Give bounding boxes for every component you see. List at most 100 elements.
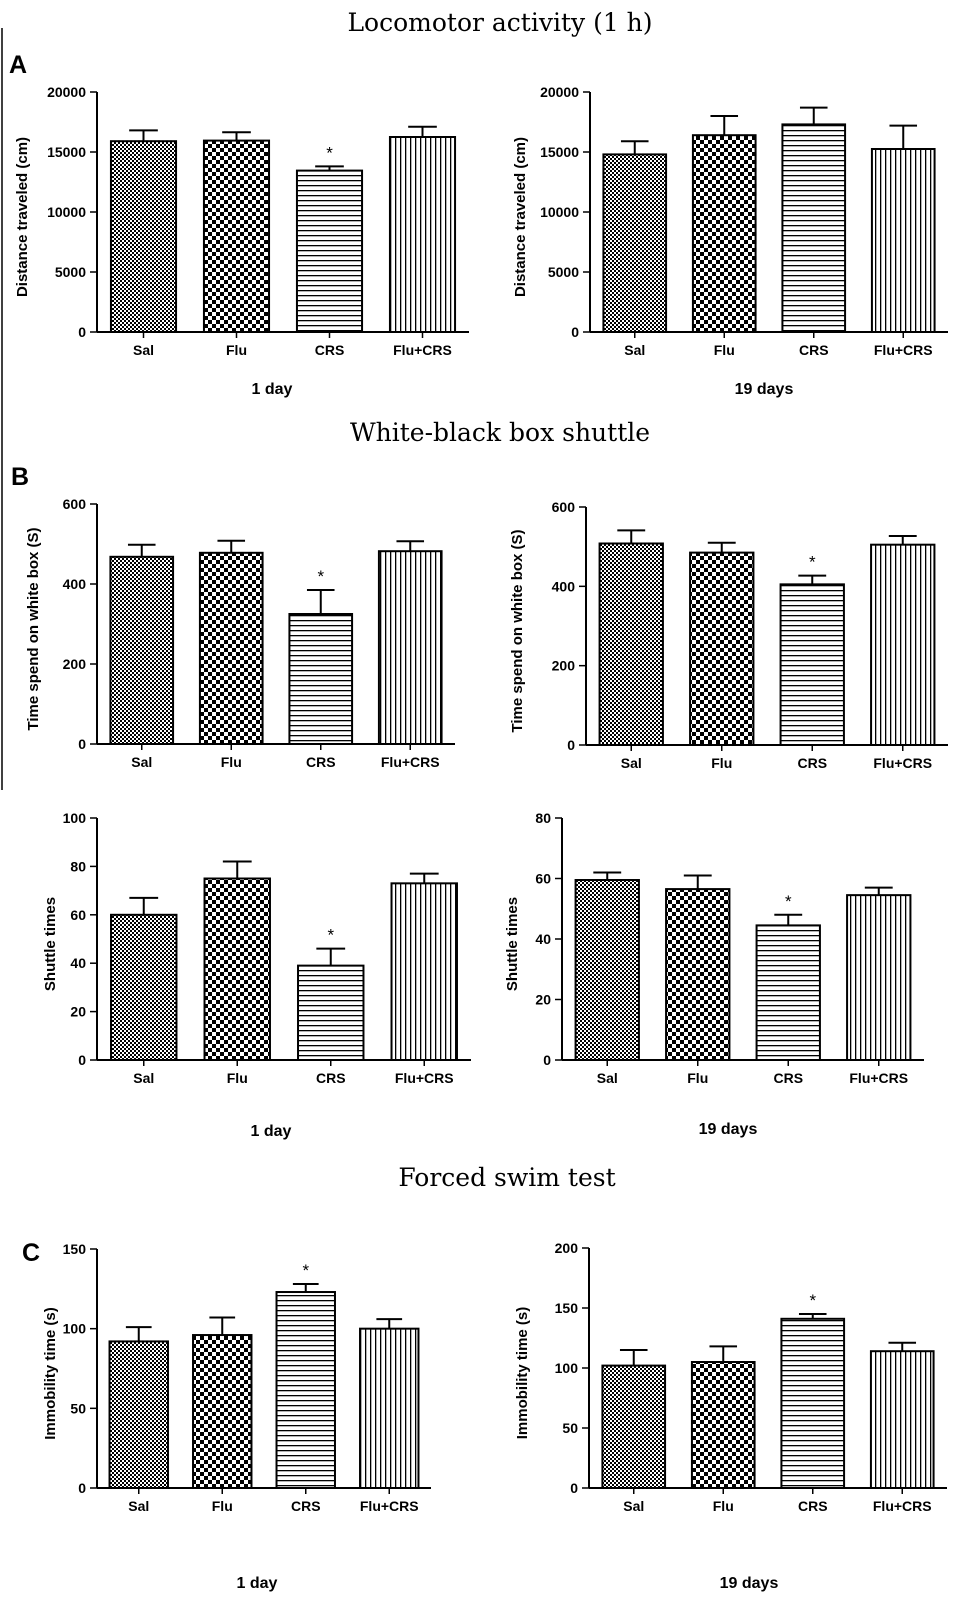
xcaption-loco-19days: 19 days: [735, 381, 794, 398]
chart-panels: Sal Flu*CRS Flu+CRS05000100001500020000Dis…: [14, 84, 948, 1514]
bar-flu: [202, 139, 271, 333]
bar-flu: [691, 134, 757, 333]
y-tick-label: 20: [70, 1004, 86, 1020]
section-title-locomotor: Locomotor activity (1 h): [347, 8, 652, 37]
bar-sal: [109, 140, 178, 333]
bar-flu: [192, 1334, 253, 1490]
bar-flu: [689, 551, 755, 746]
x-tick-label: CRS: [799, 342, 829, 358]
chart-loco_1d: Sal Flu * CRS Flu+CRS 0 5000 10000 15000 20000 Dis…: [14, 84, 469, 358]
x-tick-label: Flu+CRS: [393, 342, 452, 358]
bar-flu-crs: [388, 136, 457, 333]
y-tick-label: 0: [78, 1480, 86, 1496]
chart-shuttle_1d: Sal Flu * CRS Flu+CRS 0 20 40 60 80 100 Shuttle tim…: [42, 810, 471, 1086]
y-tick-label: 0: [78, 736, 86, 752]
y-axis-label: Shuttle times: [42, 897, 59, 991]
bar-crs: [781, 123, 847, 334]
y-tick-label: 200: [555, 1240, 579, 1256]
x-tick-label: Flu: [711, 755, 732, 771]
x-tick-label: Flu+CRS: [849, 1070, 908, 1086]
significance-marker: *: [326, 143, 333, 162]
y-tick-label: 60: [535, 871, 551, 887]
y-tick-label: 150: [63, 1241, 87, 1257]
x-tick-label: Flu: [212, 1498, 233, 1514]
x-tick-label: Flu: [687, 1070, 708, 1086]
y-axis-label: Immobility time (s): [42, 1307, 59, 1440]
y-tick-label: 10000: [540, 204, 579, 220]
panel-letter-c: C: [22, 1239, 40, 1267]
x-tick-label: Flu+CRS: [873, 755, 932, 771]
bar-flu: [198, 551, 264, 745]
y-tick-label: 10000: [47, 204, 86, 220]
xcaption-swim-19days: 19 days: [720, 1575, 779, 1592]
y-tick-label: 100: [555, 1360, 579, 1376]
y-tick-label: 50: [562, 1420, 578, 1436]
y-tick-label: 40: [535, 931, 551, 947]
bar-flu-crs: [870, 148, 936, 333]
x-tick-label: Flu: [221, 754, 242, 770]
y-tick-label: 20: [535, 992, 551, 1008]
x-tick-label: Sal: [128, 1498, 149, 1514]
chart-shuttle_19d: Sal Flu * CRS Flu+CRS 0 20 40 60 80 Shuttle times: [504, 810, 924, 1086]
y-axis-label: Immobility time (s): [514, 1307, 531, 1440]
x-tick-label: CRS: [797, 755, 827, 771]
x-tick-label: CRS: [316, 1070, 346, 1086]
chart-white_1d: Sal Flu * CRS Flu+CRS 0 200 400 600 Time spend on…: [25, 496, 455, 770]
bar-crs: [779, 583, 845, 746]
y-tick-label: 150: [555, 1300, 579, 1316]
significance-marker: *: [809, 1291, 816, 1310]
bar-flu-crs: [377, 550, 443, 746]
y-tick-label: 40: [70, 955, 86, 971]
y-tick-label: 400: [63, 576, 87, 592]
significance-marker: *: [327, 926, 334, 945]
chart-loco_19d: Sal Flu CRS Flu+CRS 0 5000 10000 15000 20000 Dist…: [512, 84, 948, 358]
x-tick-label: Flu: [227, 1070, 248, 1086]
y-axis-label: Distance traveled (cm): [14, 137, 31, 297]
bar-sal: [598, 542, 664, 747]
y-tick-label: 200: [552, 658, 576, 674]
y-tick-label: 0: [567, 737, 575, 753]
xcaption-shuttle-1day: 1 day: [251, 1123, 292, 1140]
x-tick-label: CRS: [798, 1498, 828, 1514]
y-tick-label: 0: [570, 1480, 578, 1496]
xcaption-loco-1day: 1 day: [252, 381, 293, 398]
y-axis-label: Time spend on white box (S): [509, 529, 526, 732]
y-tick-label: 400: [552, 578, 576, 594]
section-title-shuttle: White-black box shuttle: [350, 418, 650, 447]
chart-white_19d: Sal Flu * CRS Flu+CRS 0 200 400 600 Time spend on…: [509, 499, 948, 771]
bar-sal: [110, 913, 178, 1061]
bar-crs: [295, 169, 364, 333]
y-tick-label: 20000: [47, 84, 86, 100]
x-tick-label: Sal: [597, 1070, 618, 1086]
bar-crs: [275, 1291, 336, 1490]
bar-flu: [203, 877, 271, 1061]
bar-flu: [665, 888, 731, 1062]
y-tick-label: 50: [70, 1400, 86, 1416]
y-axis-label: Shuttle times: [504, 897, 521, 991]
panel-letter-a: A: [9, 51, 27, 79]
bar-crs: [780, 1317, 846, 1490]
x-tick-label: CRS: [773, 1070, 803, 1086]
bar-sal: [601, 1364, 667, 1489]
x-tick-label: Sal: [624, 342, 645, 358]
bar-sal: [602, 153, 668, 333]
x-tick-label: CRS: [306, 754, 336, 770]
y-tick-label: 200: [63, 656, 87, 672]
y-axis-label: Time spend on white box (S): [25, 527, 42, 730]
y-tick-label: 20000: [540, 84, 579, 100]
x-tick-label: Sal: [133, 1070, 154, 1086]
panel-letter-b: B: [11, 463, 29, 491]
bar-crs: [755, 924, 821, 1062]
y-tick-label: 80: [535, 810, 551, 826]
x-tick-label: Flu+CRS: [360, 1498, 419, 1514]
bar-flu-crs: [870, 543, 936, 747]
x-tick-label: Sal: [133, 342, 154, 358]
y-tick-label: 600: [63, 496, 87, 512]
y-tick-label: 600: [552, 499, 576, 515]
xcaption-swim-1day: 1 day: [237, 1575, 278, 1592]
x-tick-label: Flu: [713, 1498, 734, 1514]
significance-marker: *: [809, 553, 816, 572]
x-tick-label: CRS: [291, 1498, 321, 1514]
x-tick-label: CRS: [315, 342, 345, 358]
